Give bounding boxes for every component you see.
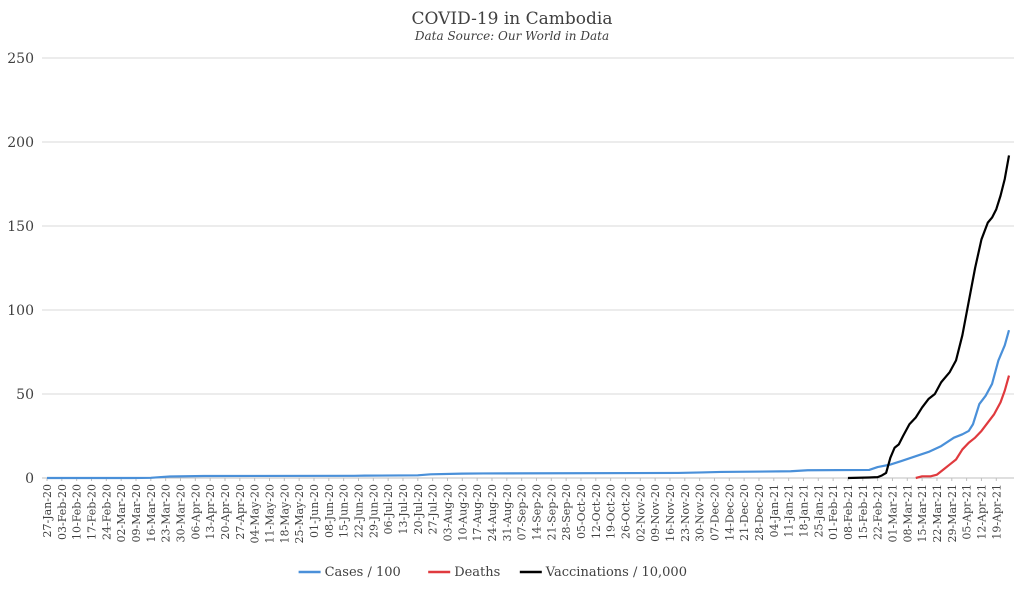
- x-tick-label: 24-Feb-20: [100, 484, 113, 540]
- x-tick-label: 04-May-20: [249, 484, 262, 543]
- x-tick-label: 08-Mar-21: [901, 484, 914, 543]
- y-tick-label: 200: [7, 135, 34, 151]
- x-tick-label: 29-Mar-21: [946, 484, 959, 543]
- x-tick-label: 13-Jul-20: [397, 484, 410, 534]
- x-tick-label: 05-Oct-20: [575, 484, 588, 539]
- x-tick-label: 25-May-20: [293, 484, 306, 543]
- x-tick-label: 10-Feb-20: [71, 484, 84, 540]
- x-tick-label: 08-Feb-21: [842, 484, 855, 540]
- x-tick-label: 20-Apr-20: [219, 484, 232, 540]
- x-tick-label: 14-Sep-20: [530, 484, 543, 541]
- x-tick-label: 22-Mar-21: [931, 484, 944, 543]
- x-tick-label: 27-Apr-20: [234, 484, 247, 540]
- series-line-0: [46, 329, 1011, 480]
- x-tick-label: 15-Feb-21: [857, 484, 870, 540]
- series-line-1: [915, 375, 1011, 480]
- x-tick-label: 28-Sep-20: [560, 484, 573, 541]
- x-tick-label: 23-Nov-20: [679, 484, 692, 542]
- x-tick-label: 15-Mar-21: [916, 484, 929, 543]
- y-tick-label: 100: [7, 303, 34, 319]
- x-tick-label: 01-Jun-20: [308, 484, 321, 538]
- x-tick-label: 05-Apr-21: [961, 484, 974, 540]
- x-tick-label: 11-May-20: [263, 484, 276, 543]
- x-tick-label: 03-Aug-20: [441, 484, 454, 542]
- x-tick-label: 22-Jun-20: [352, 484, 365, 538]
- x-tick-label: 14-Dec-20: [723, 484, 736, 541]
- x-tick-label: 18-May-20: [278, 484, 291, 543]
- x-tick-label: 26-Oct-20: [619, 484, 632, 539]
- x-tick-label: 21-Dec-20: [738, 484, 751, 541]
- x-tick-label: 30-Mar-20: [174, 484, 187, 543]
- series-line-2: [847, 155, 1011, 480]
- x-tick-label: 15-Jun-20: [338, 484, 351, 538]
- legend: Cases / 100 Deaths Vaccinations / 10,000: [298, 565, 687, 580]
- x-tick-label: 24-Aug-20: [486, 484, 499, 542]
- x-tick-label: 08-Jun-20: [323, 484, 336, 538]
- x-tick-label: 17-Aug-20: [471, 484, 484, 542]
- x-tick-label: 27-Jul-20: [427, 484, 440, 534]
- x-tick-label: 12-Oct-20: [590, 484, 603, 539]
- y-tick-label: 150: [7, 219, 34, 235]
- x-tick-label: 07-Sep-20: [516, 484, 529, 541]
- y-tick-label: 50: [16, 387, 34, 403]
- x-tick-label: 27-Jan-20: [41, 484, 54, 537]
- x-tick-label: 23-Mar-20: [160, 484, 173, 543]
- x-tick-label: 19-Oct-20: [605, 484, 618, 539]
- legend-label-2: Vaccinations / 10,000: [545, 565, 687, 580]
- x-axis-tick-labels: 27-Jan-20 03-Feb-20 10-Feb-20 17-Feb-20 24-F…: [41, 478, 1003, 543]
- chart-subtitle: Data Source: Our World in Data: [414, 29, 609, 43]
- x-tick-label: 06-Jul-20: [382, 484, 395, 534]
- x-tick-label: 17-Feb-20: [85, 484, 98, 540]
- gridlines: [42, 57, 1014, 479]
- x-tick-label: 12-Apr-21: [975, 484, 988, 540]
- y-axis-tick-labels: 0 50 100 150 200 250: [7, 51, 34, 487]
- x-tick-label: 30-Nov-20: [694, 484, 707, 542]
- x-tick-label: 01-Feb-21: [827, 484, 840, 540]
- x-tick-label: 10-Aug-20: [456, 484, 469, 542]
- x-tick-label: 01-Mar-21: [886, 484, 899, 543]
- legend-label-1: Deaths: [454, 565, 500, 580]
- legend-label-0: Cases / 100: [325, 565, 401, 580]
- x-tick-label: 18-Jan-21: [797, 484, 810, 537]
- x-tick-label: 09-Nov-20: [649, 484, 662, 542]
- x-tick-label: 19-Apr-21: [990, 484, 1003, 540]
- x-tick-label: 06-Apr-20: [189, 484, 202, 540]
- x-tick-label: 25-Jan-21: [812, 484, 825, 537]
- x-tick-label: 07-Dec-20: [708, 484, 721, 541]
- x-tick-label: 21-Sep-20: [545, 484, 558, 541]
- x-tick-label: 22-Feb-21: [872, 484, 885, 540]
- x-tick-label: 02-Nov-20: [634, 484, 647, 542]
- x-tick-label: 04-Jan-21: [768, 484, 781, 537]
- x-tick-label: 29-Jun-20: [367, 484, 380, 538]
- y-tick-label: 250: [7, 51, 34, 67]
- x-tick-label: 13-Apr-20: [204, 484, 217, 540]
- x-tick-label: 09-Mar-20: [130, 484, 143, 543]
- x-tick-label: 28-Dec-20: [753, 484, 766, 541]
- x-tick-label: 16-Mar-20: [145, 484, 158, 543]
- x-tick-label: 16-Nov-20: [664, 484, 677, 542]
- series-lines: [46, 155, 1011, 480]
- x-tick-label: 11-Jan-21: [783, 484, 796, 537]
- x-tick-label: 03-Feb-20: [56, 484, 69, 540]
- x-tick-label: 31-Aug-20: [501, 484, 514, 542]
- x-tick-label: 20-Jul-20: [412, 484, 425, 534]
- chart-title: COVID-19 in Cambodia: [412, 9, 613, 29]
- y-tick-label: 0: [25, 471, 34, 487]
- x-tick-label: 02-Mar-20: [115, 484, 128, 543]
